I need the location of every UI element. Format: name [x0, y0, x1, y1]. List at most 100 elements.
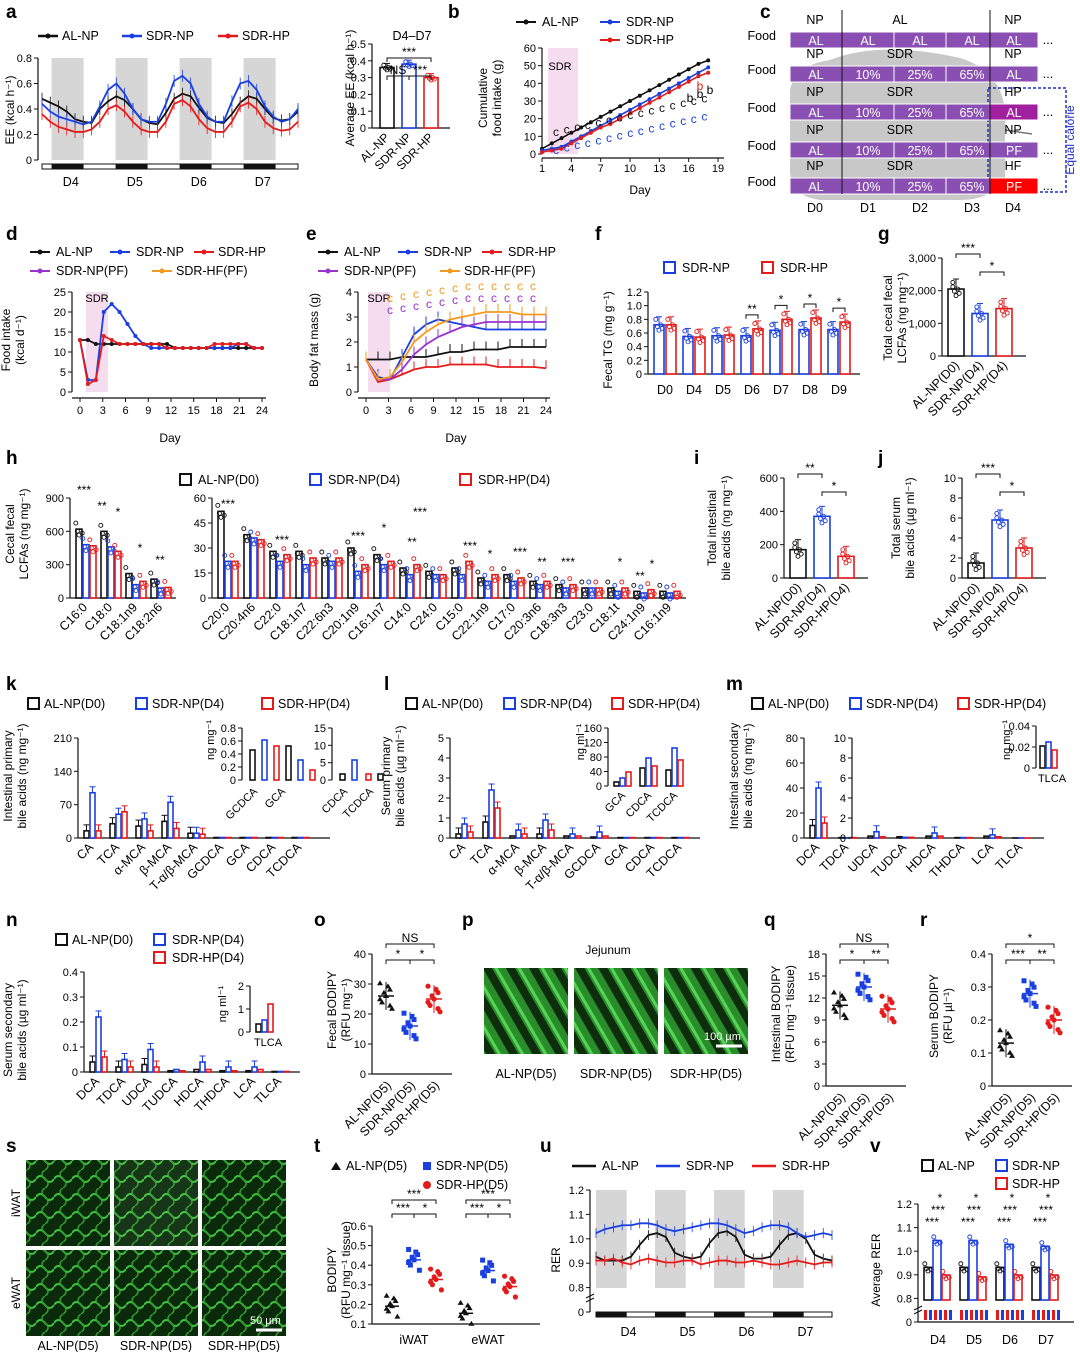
sig-label: *** — [513, 545, 527, 559]
day-marker — [939, 1310, 942, 1320]
data-point — [216, 510, 222, 516]
y-tick-label: 0.8 — [221, 723, 236, 735]
bar — [813, 515, 831, 579]
sig-label: * — [850, 947, 855, 961]
svg-text:AL-NP(D5): AL-NP(D5) — [495, 1067, 556, 1081]
data-point — [490, 1278, 496, 1284]
y-tick-label: 0.3 — [351, 73, 366, 85]
data-point — [664, 584, 670, 590]
data-point — [464, 560, 470, 566]
data-point — [320, 557, 326, 563]
sig-label: * — [650, 557, 655, 571]
data-point — [125, 322, 130, 326]
category-label: D5 — [715, 383, 731, 397]
day-marker — [924, 1310, 927, 1320]
data-point — [1054, 1274, 1060, 1280]
category-label: TLCA — [252, 1074, 285, 1107]
data-point — [995, 519, 1001, 525]
sig-letter-c: c — [627, 108, 633, 122]
data-point — [398, 567, 404, 573]
data-point — [706, 58, 711, 63]
bar — [432, 573, 440, 599]
svg-text:SDR-NP(D4): SDR-NP(D4) — [520, 697, 592, 711]
bar — [347, 547, 355, 599]
sig-label: * — [138, 541, 143, 555]
y-tick-label: 0.04 — [1009, 721, 1030, 733]
bar — [82, 543, 90, 599]
data-point — [294, 550, 300, 556]
bar — [602, 835, 609, 839]
data-point — [798, 551, 804, 557]
sig-label: NS — [390, 63, 407, 77]
category-label: D8 — [802, 383, 818, 397]
sig-label: * — [779, 292, 784, 306]
bar — [276, 560, 284, 599]
dark-segment — [51, 164, 84, 169]
y-tick-label: 0 — [814, 1081, 820, 1093]
bar — [941, 1274, 951, 1301]
bar — [959, 1266, 969, 1301]
data-point — [769, 322, 775, 328]
data-point — [1004, 1243, 1010, 1248]
data-point — [1049, 1273, 1055, 1279]
data-point — [156, 587, 162, 593]
sig-label: *** — [997, 1215, 1011, 1229]
ewat-image-sdr-np — [114, 1250, 198, 1336]
continuation-dots: ... — [1043, 179, 1053, 193]
data-point — [133, 342, 138, 346]
y-tick-label: 20 — [786, 808, 798, 820]
y-tick-label: 18 — [808, 949, 820, 961]
data-point — [1003, 1238, 1009, 1244]
day-marker — [1032, 1310, 1035, 1320]
sig-letter-c: c — [638, 124, 644, 138]
data-point — [248, 529, 254, 535]
sig-label: * — [837, 295, 842, 309]
y-tick-label: 0.6 — [221, 736, 236, 748]
bar — [588, 587, 596, 599]
bar — [569, 833, 576, 839]
x-tick-label: 15 — [188, 405, 200, 417]
bar — [968, 1239, 978, 1301]
y-tick-label: 0 — [60, 387, 66, 399]
data-point — [855, 987, 861, 993]
sig-label: *** — [470, 1201, 484, 1215]
svg-text:j: j — [877, 448, 883, 469]
data-point — [123, 565, 129, 571]
data-point — [457, 1312, 464, 1318]
bar — [645, 757, 652, 787]
y-tick-label: 0.4 — [351, 1260, 366, 1272]
y-tick-label: 0.2 — [63, 1017, 78, 1029]
data-point — [230, 560, 236, 566]
data-point — [261, 541, 267, 547]
y-tick-label: 2 — [840, 813, 846, 825]
panel-h: AL-NP(D0) SDR-NP(D4) SDR-HP(D4) 03006009… — [3, 473, 686, 644]
data-point — [117, 310, 122, 314]
bar — [467, 831, 474, 839]
data-point — [561, 587, 567, 593]
day-marker — [1042, 1310, 1045, 1320]
data-point — [508, 572, 514, 578]
bar — [141, 1063, 148, 1073]
data-point — [196, 346, 201, 350]
data-point — [113, 550, 119, 556]
bar — [677, 759, 684, 787]
series-line-SDR-HF(PF) — [365, 311, 546, 381]
data-point — [1021, 552, 1027, 558]
data-point — [639, 592, 645, 598]
data-point — [859, 981, 865, 987]
bar — [179, 1069, 186, 1073]
category-label: CA — [74, 840, 97, 863]
y-tick-label: 5 — [60, 367, 66, 379]
diet-cell-label: AL — [1006, 68, 1021, 82]
bar — [187, 832, 194, 839]
data-point — [686, 79, 691, 84]
data-point — [212, 342, 217, 346]
data-point — [387, 1002, 393, 1008]
svg-text:k: k — [6, 674, 17, 695]
y-tick-label: 0.2 — [351, 89, 366, 101]
day-marker — [934, 1310, 937, 1320]
data-point — [80, 536, 86, 542]
y-tick-label: 0.5 — [351, 39, 366, 51]
legend-m: AL-NP(D0) SDR-NP(D4) SDR-HP(D4) — [751, 697, 1046, 711]
